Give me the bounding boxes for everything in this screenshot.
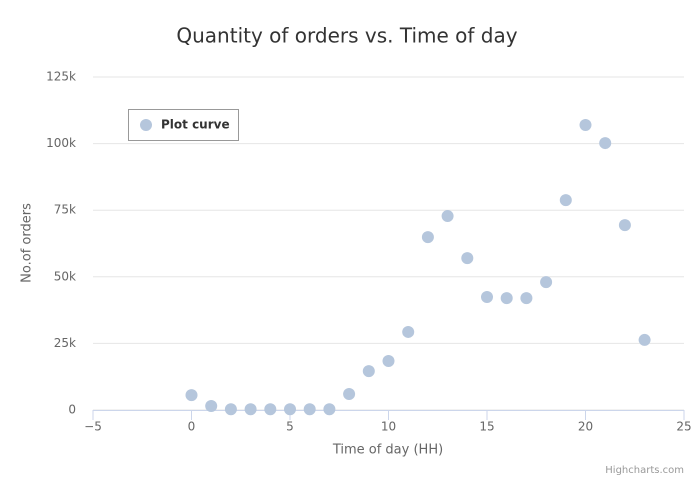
x-tick-label: −5 (84, 420, 102, 434)
point (599, 137, 612, 150)
x-tick-label: 0 (188, 420, 196, 434)
point (540, 276, 553, 289)
x-tick-label: 20 (578, 420, 593, 434)
point (461, 252, 474, 265)
y-tick-label: 100k (46, 136, 76, 150)
legend-symbol (140, 119, 152, 131)
x-tick-label: 10 (381, 420, 396, 434)
y-tick-label: 75k (54, 203, 76, 217)
point (638, 333, 651, 346)
point (382, 354, 395, 367)
y-tick-label: 25k (54, 336, 76, 350)
legend-box (128, 109, 239, 141)
point (520, 292, 533, 305)
point (303, 403, 316, 416)
point (224, 403, 237, 416)
point (481, 291, 493, 304)
y-tick-label: 125k (46, 70, 76, 84)
point (362, 365, 375, 378)
point (244, 403, 257, 416)
point (185, 389, 198, 402)
x-tick-label: 15 (479, 420, 494, 434)
y-tick-label: 0 (68, 403, 76, 417)
point (618, 219, 631, 232)
y-tick-label: 50k (54, 269, 76, 283)
legend-label[interactable]: Plot curve (161, 118, 230, 132)
y-axis-label: No.of orders (20, 203, 35, 283)
point (264, 403, 277, 416)
point (343, 388, 356, 401)
x-tick-label: 5 (286, 420, 294, 434)
point (323, 403, 336, 416)
point (421, 231, 434, 244)
point (579, 118, 592, 131)
x-axis-label: Time of day (HH) (332, 443, 443, 458)
point (402, 325, 415, 338)
chart-title: Quantity of orders vs. Time of day (176, 24, 517, 48)
point (500, 292, 513, 305)
point (205, 400, 218, 413)
point (441, 210, 454, 223)
point (559, 194, 572, 207)
x-tick-label: 25 (676, 420, 691, 434)
point (284, 403, 296, 416)
credits[interactable]: Highcharts.com (605, 465, 684, 476)
